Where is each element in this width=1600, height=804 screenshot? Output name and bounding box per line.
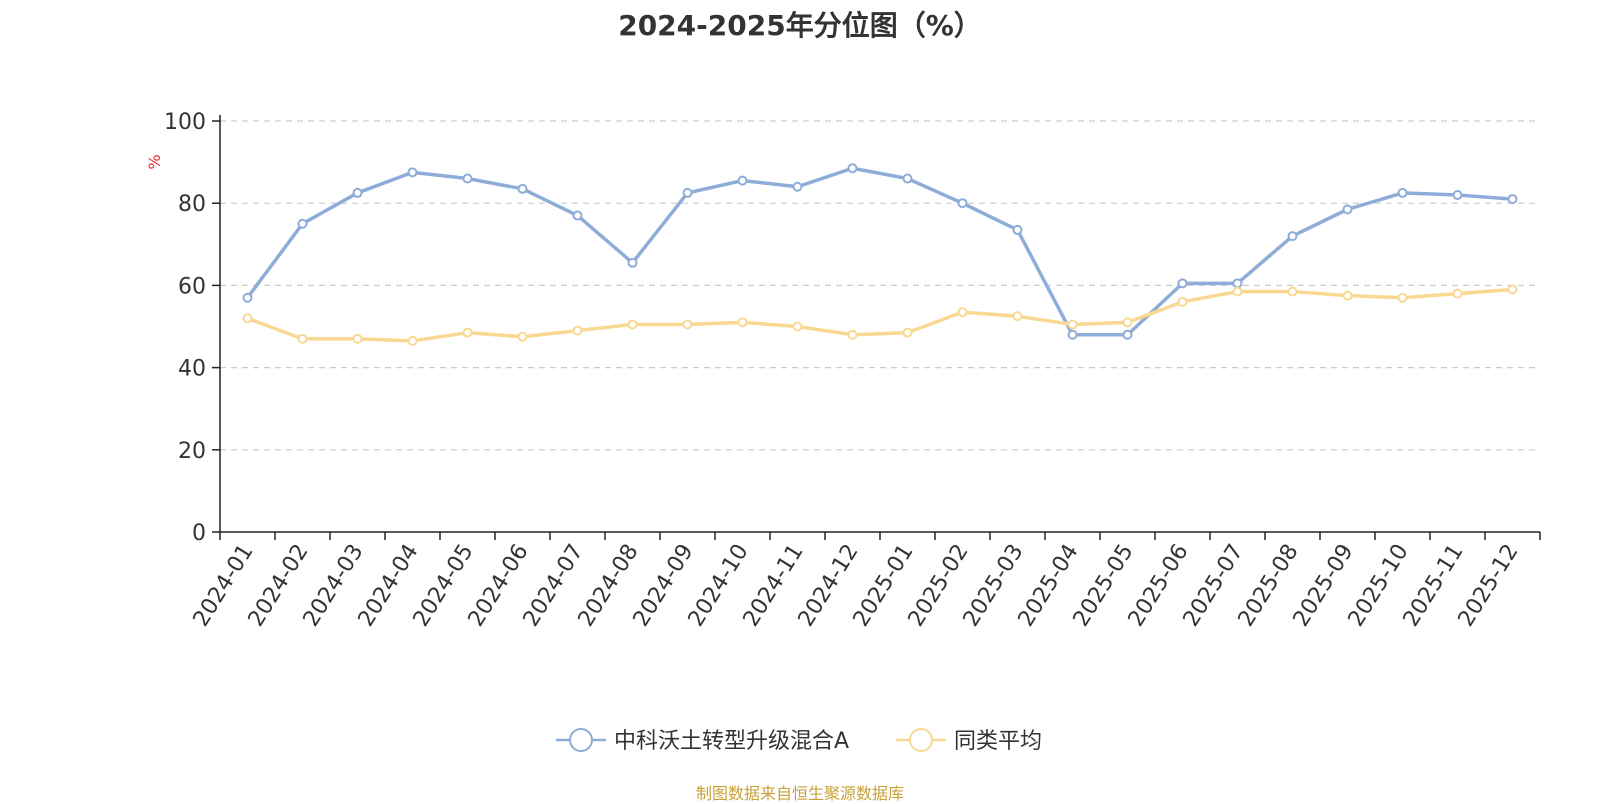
data-point-2025-10	[1397, 187, 1408, 198]
series-2	[242, 284, 1518, 346]
data-point-2025-05	[1122, 329, 1133, 340]
y-tick-label-60: 60	[178, 274, 206, 299]
y-tick-label-20: 20	[178, 439, 206, 464]
legend-label: 中科沃土转型升级混合A	[614, 729, 849, 754]
data-point-2024-01	[242, 292, 253, 303]
data-point-2025-04	[1067, 319, 1078, 330]
y-tick-labels: 0 20 40 60 80 100	[164, 110, 206, 546]
legend-item-2[interactable]: 同类平均	[896, 728, 1042, 754]
data-point-2025-02	[957, 198, 968, 209]
data-point-2025-08	[1287, 231, 1298, 242]
data-point-2024-09	[682, 319, 693, 330]
data-source-note: 制图数据来自恒生聚源数据库	[695, 784, 904, 803]
data-point-2024-07	[572, 210, 583, 221]
legend-label: 同类平均	[954, 729, 1042, 754]
data-point-2024-09	[682, 187, 693, 198]
data-point-2025-07	[1232, 278, 1243, 289]
data-point-2025-06	[1177, 296, 1188, 307]
data-point-2024-11	[792, 321, 803, 332]
y-tick-label-80: 80	[178, 192, 206, 217]
data-point-2024-10	[737, 175, 748, 186]
data-point-2025-09	[1342, 290, 1353, 301]
y-axis-label: %	[145, 154, 164, 169]
legend-marker	[909, 728, 933, 752]
data-point-2024-03	[352, 333, 363, 344]
data-point-2025-07	[1232, 286, 1243, 297]
data-point-2024-04	[407, 167, 418, 178]
data-point-2024-11	[792, 181, 803, 192]
y-tick-label-0: 0	[192, 521, 206, 546]
data-point-2024-05	[462, 327, 473, 338]
data-point-2025-01	[902, 173, 913, 184]
data-point-2024-01	[242, 313, 253, 324]
data-point-2024-06	[517, 331, 528, 342]
data-point-2025-09	[1342, 204, 1353, 215]
data-point-2024-08	[627, 319, 638, 330]
data-point-2025-05	[1122, 317, 1133, 328]
data-point-2024-12	[847, 329, 858, 340]
data-point-2025-11	[1452, 189, 1463, 200]
data-point-2024-05	[462, 173, 473, 184]
legend-item-1[interactable]: 中科沃土转型升级混合A	[556, 728, 849, 754]
chart-title: 2024-2025年分位图（%）	[618, 9, 982, 42]
data-point-2025-03	[1012, 224, 1023, 235]
data-point-2025-12	[1507, 194, 1518, 205]
data-point-2025-04	[1067, 329, 1078, 340]
data-point-2025-12	[1507, 284, 1518, 295]
data-point-2025-06	[1177, 278, 1188, 289]
y-tick-label-100: 100	[164, 110, 206, 135]
data-point-2024-08	[627, 257, 638, 268]
data-point-2025-11	[1452, 288, 1463, 299]
data-point-2024-12	[847, 163, 858, 174]
x-tick-labels: 2024-012024-022024-032024-042024-052024-…	[189, 540, 1524, 631]
series-1	[242, 163, 1518, 340]
series-line-1	[246, 166, 1513, 337]
grid-lines	[220, 120, 1540, 451]
data-point-2024-02	[297, 333, 308, 344]
data-point-2024-04	[407, 335, 418, 346]
data-point-2024-02	[297, 218, 308, 229]
y-tick-label-40: 40	[178, 357, 206, 382]
data-point-2025-08	[1287, 286, 1298, 297]
data-point-2024-03	[352, 187, 363, 198]
data-point-2025-01	[902, 327, 913, 338]
data-point-2024-07	[572, 325, 583, 336]
legend-marker	[569, 728, 593, 752]
legend[interactable]: 中科沃土转型升级混合A 同类平均	[556, 728, 1042, 754]
data-point-2025-10	[1397, 292, 1408, 303]
data-point-2025-03	[1012, 311, 1023, 322]
data-point-2024-10	[737, 317, 748, 328]
series-line-2	[246, 287, 1513, 343]
data-point-2025-02	[957, 307, 968, 318]
data-point-2024-06	[517, 183, 528, 194]
axes	[212, 115, 1541, 540]
series-lines	[242, 163, 1518, 346]
